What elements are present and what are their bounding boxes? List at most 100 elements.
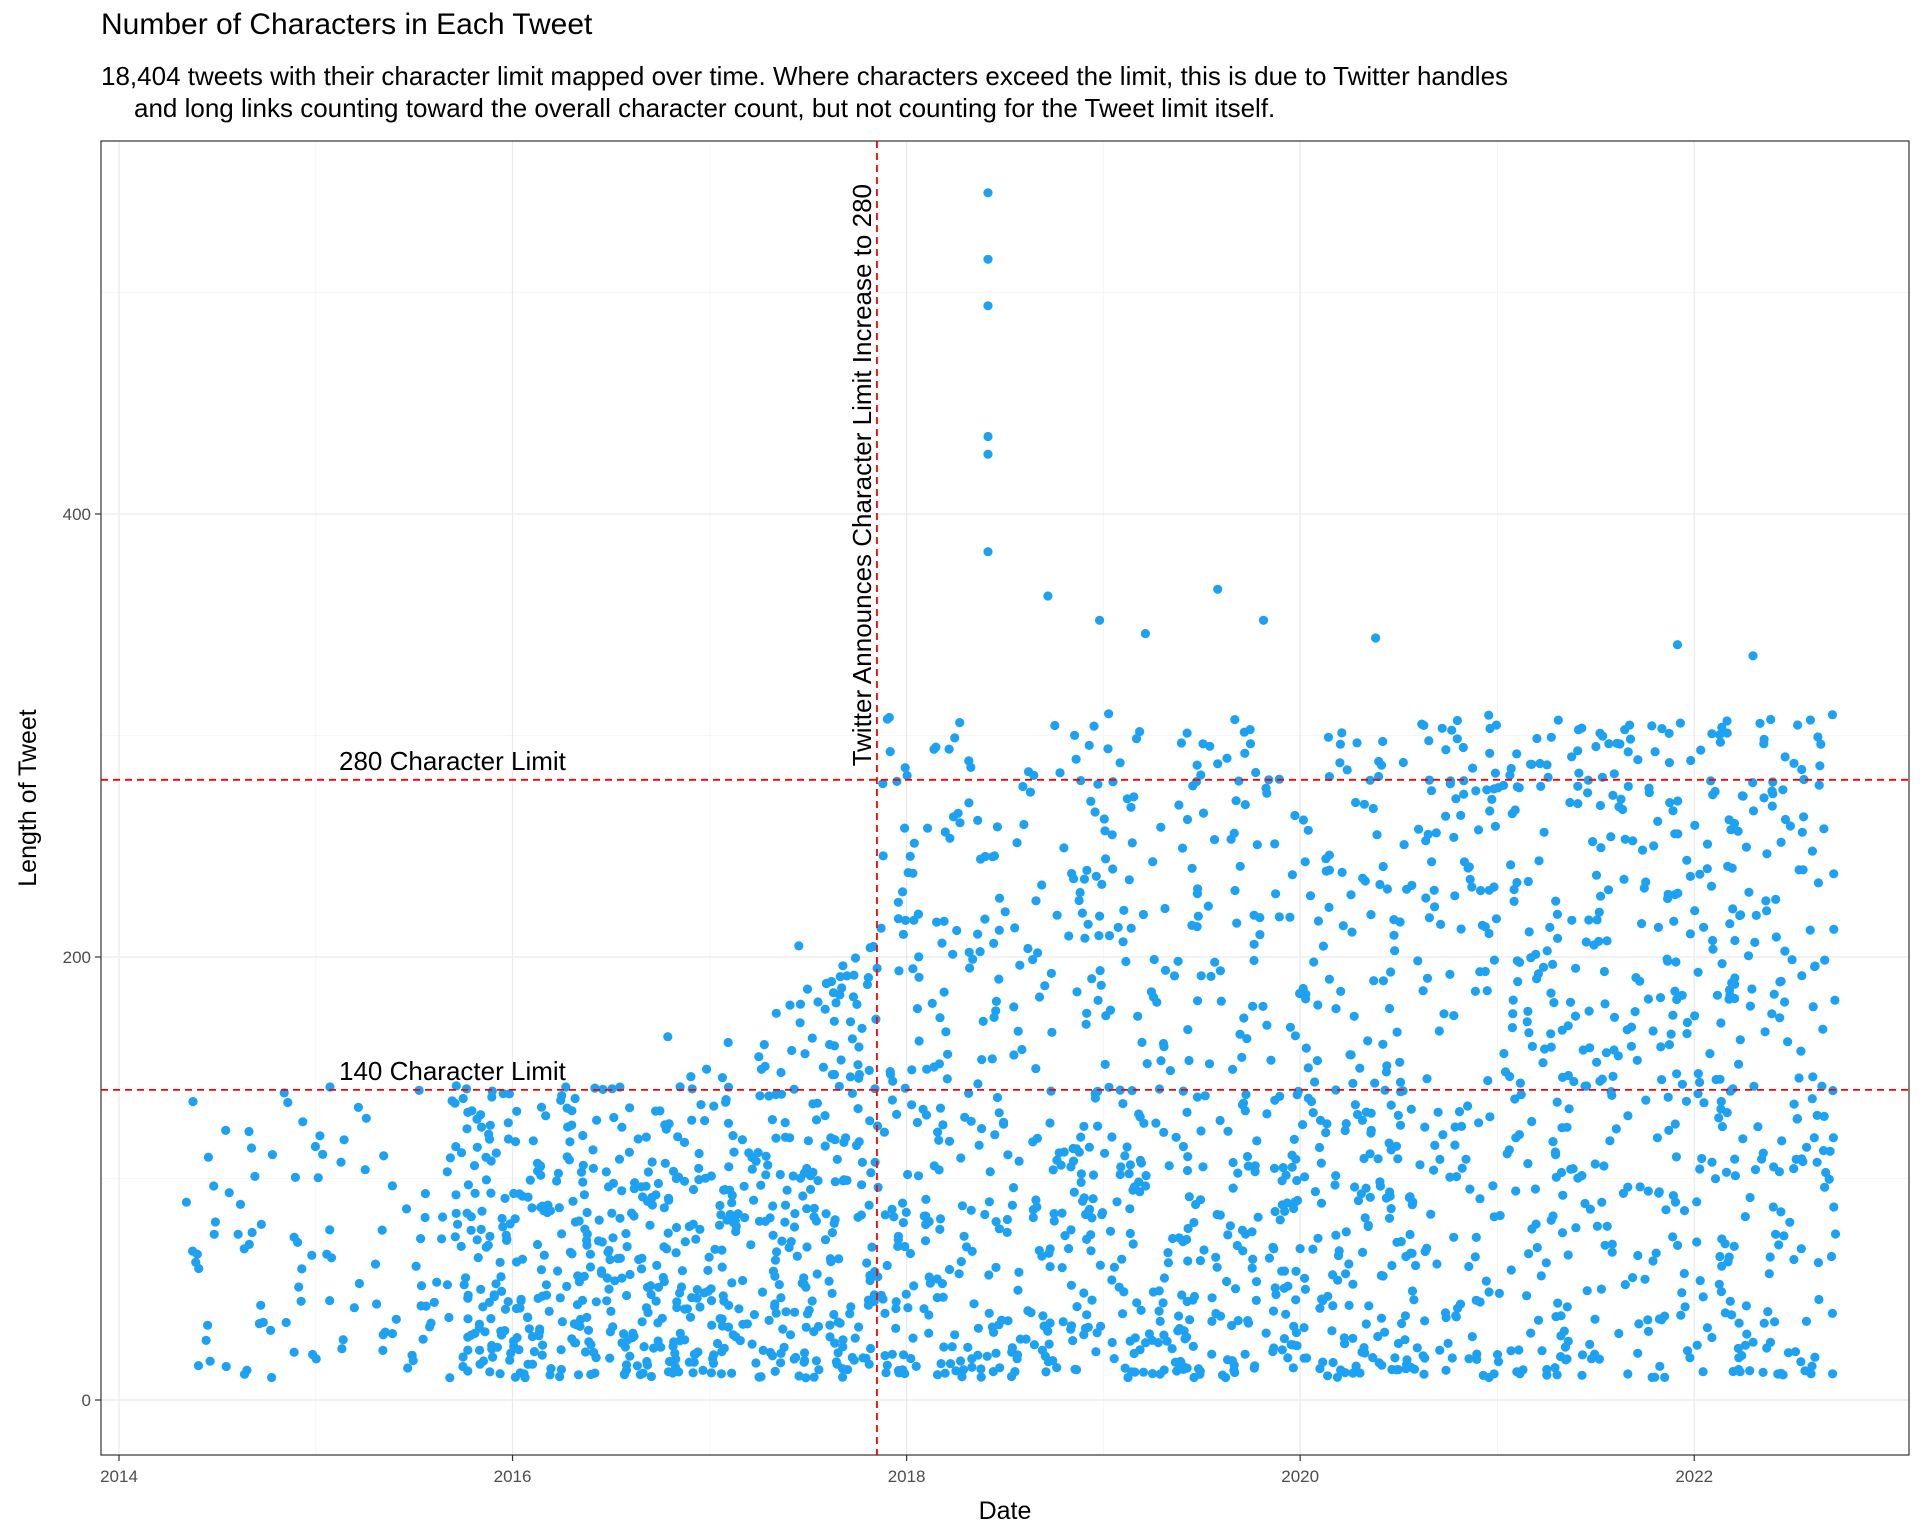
data-point (999, 1119, 1009, 1129)
data-point (1470, 986, 1480, 996)
data-point (1155, 1369, 1165, 1379)
data-point (742, 1319, 753, 1329)
outlier-point (1140, 629, 1150, 639)
data-point (1268, 1242, 1278, 1252)
data-point (1478, 1370, 1488, 1380)
data-point (1673, 796, 1683, 806)
data-point (1076, 1132, 1086, 1142)
data-point (821, 1209, 831, 1219)
data-point (615, 1213, 625, 1223)
data-point (1783, 1348, 1793, 1358)
data-point (1317, 1294, 1327, 1304)
data-point (267, 1372, 277, 1383)
data-point (757, 1287, 768, 1297)
data-point (1759, 1318, 1769, 1328)
data-point (770, 1366, 780, 1376)
data-point (1084, 1206, 1094, 1216)
data-point (1662, 954, 1672, 964)
data-point (1044, 1339, 1054, 1349)
data-point (835, 1318, 845, 1328)
data-point (315, 1131, 325, 1141)
data-point (1321, 854, 1331, 864)
data-point (1141, 1338, 1151, 1348)
data-point (1596, 843, 1606, 853)
data-point (968, 954, 978, 964)
data-point (898, 1198, 908, 1208)
data-point (1774, 1167, 1784, 1177)
data-point (1490, 768, 1500, 778)
data-point (1668, 806, 1678, 816)
data-point (1805, 925, 1815, 935)
data-point (1675, 718, 1685, 728)
data-point (1758, 1148, 1768, 1158)
data-point (1015, 960, 1025, 970)
data-point (1240, 800, 1250, 810)
data-point (1081, 1019, 1091, 1029)
data-point (579, 1190, 590, 1200)
outlier-point (983, 547, 993, 557)
data-point (639, 1342, 649, 1352)
data-point (1315, 1303, 1325, 1313)
outlier-point (1095, 615, 1105, 625)
data-point (1215, 966, 1225, 976)
data-point (267, 1150, 277, 1160)
data-point (1196, 971, 1206, 981)
data-point (1537, 1346, 1547, 1356)
data-point (310, 1141, 320, 1152)
data-point (1135, 1155, 1145, 1165)
data-point (1029, 770, 1039, 781)
data-point (258, 1317, 268, 1327)
data-point (994, 1224, 1004, 1234)
data-point (1807, 846, 1817, 856)
data-point (1670, 986, 1680, 996)
data-point (1664, 1125, 1674, 1135)
data-point (977, 1055, 987, 1065)
data-point (1069, 1187, 1079, 1197)
data-point (1685, 1353, 1695, 1363)
data-point (1749, 1081, 1759, 1091)
data-point (1567, 752, 1577, 762)
data-point (825, 1332, 835, 1342)
data-point (1767, 1009, 1777, 1019)
data-point (1336, 986, 1346, 997)
data-point (733, 1209, 743, 1219)
outlier-point (1043, 591, 1053, 601)
data-point (1673, 829, 1683, 839)
data-point (370, 1259, 381, 1269)
data-point (1344, 1300, 1354, 1310)
data-point (1785, 1217, 1795, 1227)
data-point (1623, 747, 1633, 757)
data-point (209, 1181, 219, 1191)
data-point (1227, 1320, 1237, 1331)
data-point (1222, 753, 1232, 763)
data-point (1126, 802, 1136, 812)
data-point (1251, 1277, 1262, 1287)
data-point (1482, 785, 1492, 795)
data-point (914, 972, 924, 982)
data-point (1715, 1074, 1725, 1084)
data-point (866, 1168, 876, 1178)
data-point (1695, 1276, 1705, 1286)
data-point (1121, 956, 1131, 967)
data-point (451, 1208, 461, 1218)
data-point (1789, 1254, 1799, 1265)
data-point (1653, 816, 1663, 827)
data-point (1614, 802, 1624, 812)
data-point (1144, 1329, 1154, 1339)
data-point (1114, 1282, 1124, 1292)
data-point (1451, 794, 1461, 804)
data-point (658, 1272, 668, 1283)
data-point (1264, 1253, 1274, 1263)
data-point (747, 1339, 757, 1349)
data-point (1456, 810, 1466, 821)
data-point (1571, 1223, 1581, 1233)
data-point (1184, 1055, 1194, 1066)
data-point (594, 1215, 604, 1225)
data-point (487, 1086, 497, 1096)
data-point (964, 947, 974, 957)
data-point (969, 1299, 979, 1309)
data-point (1365, 1192, 1375, 1202)
data-point (1545, 922, 1555, 933)
data-point (1679, 1268, 1689, 1279)
data-point (1037, 1345, 1047, 1355)
